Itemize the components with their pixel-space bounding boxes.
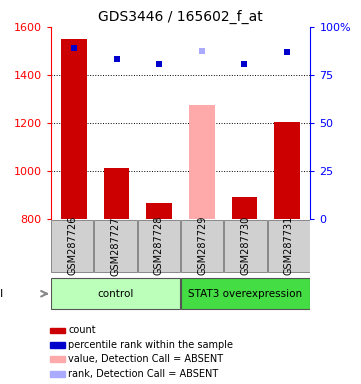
Text: GSM287730: GSM287730	[240, 216, 251, 275]
Bar	[50, 328, 65, 333]
Title: GDS3446 / 165602_f_at: GDS3446 / 165602_f_at	[98, 10, 263, 25]
Bar	[181, 278, 310, 310]
Bar	[181, 220, 223, 271]
Bar	[138, 220, 180, 271]
Text: GSM287728: GSM287728	[154, 216, 164, 275]
Bar	[61, 39, 87, 219]
Text: GSM287731: GSM287731	[284, 216, 294, 275]
Text: GSM287726: GSM287726	[67, 216, 77, 275]
Bar	[50, 342, 65, 348]
Text: GSM287729: GSM287729	[197, 216, 207, 275]
Bar	[51, 278, 180, 310]
Text: GSM287727: GSM287727	[110, 216, 121, 275]
Text: percentile rank within the sample: percentile rank within the sample	[68, 340, 233, 350]
Bar	[189, 105, 214, 219]
Bar	[94, 220, 137, 271]
Text: protocol: protocol	[0, 289, 4, 299]
Bar	[51, 220, 93, 271]
Bar	[50, 356, 65, 362]
Bar	[50, 371, 65, 377]
Text: value, Detection Call = ABSENT: value, Detection Call = ABSENT	[68, 354, 223, 364]
Bar	[104, 169, 129, 219]
Bar	[268, 220, 310, 271]
Bar	[274, 122, 300, 219]
Text: count: count	[68, 326, 96, 336]
Bar	[224, 220, 267, 271]
Text: control: control	[97, 289, 134, 299]
Text: STAT3 overexpression: STAT3 overexpression	[188, 289, 303, 299]
Text: rank, Detection Call = ABSENT: rank, Detection Call = ABSENT	[68, 369, 218, 379]
Bar	[232, 197, 257, 219]
Bar	[147, 203, 172, 219]
